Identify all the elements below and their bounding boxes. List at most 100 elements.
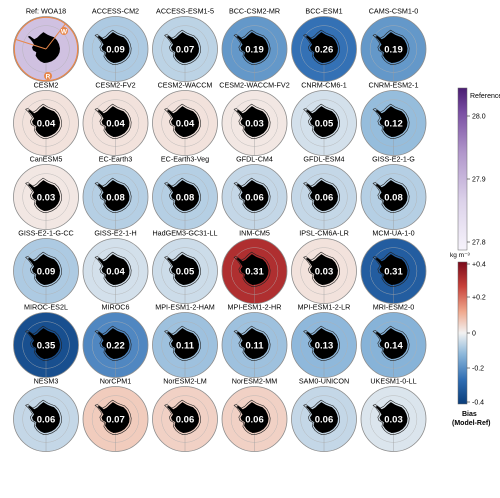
panel-title: GISS-E2-1-G-CC	[18, 229, 74, 238]
panel-title: MPI-ESM1-2-LR	[298, 303, 351, 312]
shelf-contour	[25, 103, 63, 140]
antarctica-landmass	[27, 402, 60, 433]
antarctica-landmass	[236, 32, 269, 63]
antarctica-landmass	[97, 254, 130, 285]
model-panel: ACCESS-CM2 0.09	[82, 7, 149, 82]
panel-title: BCC-ESM1	[305, 7, 342, 16]
shelf-contour	[164, 177, 202, 214]
region-marker	[60, 27, 68, 35]
model-panel: GFDL-CM4 0.06	[221, 155, 288, 230]
panel-title: CESM2	[34, 81, 59, 90]
rmse-value: 0.04	[106, 118, 125, 129]
model-panel: ACCESS-ESM1-5 0.07	[152, 7, 218, 82]
shelf-contour	[233, 399, 271, 436]
shelf-contour	[233, 29, 271, 66]
rmse-value: 0.08	[384, 192, 403, 203]
shelf-contour	[303, 325, 341, 362]
shelf-contour	[164, 325, 202, 362]
model-panel: BCC-ESM1 0.26	[291, 7, 357, 82]
shelf-contour	[372, 103, 410, 140]
region-label: R	[46, 74, 51, 81]
reference-colorbar-tick-label: 27.9	[472, 177, 486, 184]
antarctica-landmass	[236, 180, 269, 211]
antarctica-landmass	[27, 180, 60, 211]
model-panel: UKESM1-0-LL 0.03	[360, 377, 427, 452]
rmse-value: 0.03	[245, 118, 264, 129]
shelf-contour	[25, 325, 63, 362]
region-boundary	[14, 38, 47, 50]
panel-title: EC-Earth3	[99, 155, 133, 164]
antarctica-landmass	[166, 180, 199, 211]
antarctica-landmass	[166, 32, 199, 63]
rmse-value: 0.22	[106, 340, 125, 351]
rmse-value: 0.07	[106, 414, 125, 425]
panel-title: GFDL-ESM4	[303, 155, 344, 164]
rmse-value: 0.14	[384, 340, 403, 351]
panel-title: SAM0-UNICON	[299, 377, 349, 386]
model-panel: EC-Earth3 0.08	[82, 155, 149, 230]
rmse-value: 0.06	[315, 192, 334, 203]
reference-colorbar-tick-label: 28.0	[472, 114, 486, 121]
shelf-contour	[372, 251, 410, 288]
shelf-contour	[164, 103, 202, 140]
rmse-value: 0.08	[176, 192, 195, 203]
panel-title: CNRM-ESM2-1	[369, 81, 419, 90]
reference-colorbar-title: Reference	[470, 93, 500, 100]
reference-colorbar-tick-label: 27.8	[472, 240, 486, 247]
panel-title: MPI-ESM1-2-HR	[228, 303, 282, 312]
reference-colorbar	[457, 87, 468, 251]
panel-title: Ref: WOA18	[26, 7, 66, 16]
rmse-value: 0.04	[106, 266, 125, 277]
rmse-value: 0.05	[176, 266, 195, 277]
model-panel: MPI-ESM1-2-HAM 0.11	[152, 303, 218, 378]
model-panel: GISS-E2-1-G-CC 0.09	[13, 229, 79, 304]
antarctica-landmass	[236, 328, 269, 359]
model-panel: MRI-ESM2-0 0.14	[360, 303, 427, 378]
rmse-value: 0.04	[176, 118, 195, 129]
bias-colorbar-tick-label: -0.4	[472, 400, 484, 407]
region-marker	[44, 72, 52, 80]
antarctica-landmass	[236, 254, 269, 285]
panel-title: CESM2-FV2	[95, 81, 135, 90]
panel-title: MRI-ESM2-0	[373, 303, 415, 312]
antarctica-landmass	[305, 180, 338, 211]
panel-title: NorCPM1	[100, 377, 132, 386]
region-outline	[13, 16, 79, 82]
antarctica-landmass	[166, 254, 199, 285]
rmse-value: 0.19	[384, 44, 403, 55]
rmse-value: 0.08	[106, 192, 125, 203]
rmse-value: 0.03	[37, 192, 56, 203]
rmse-value: 0.03	[384, 414, 403, 425]
rmse-value: 0.09	[106, 44, 125, 55]
antarctica-landmass	[97, 180, 130, 211]
model-panel: CNRM-ESM2-1 0.12	[360, 81, 427, 156]
panel-title: HadGEM3-GC31-LL	[152, 229, 217, 238]
antarctica-landmass	[27, 106, 60, 137]
model-panel: MIROC-ES2L 0.35	[13, 303, 79, 378]
shelf-contour	[25, 251, 63, 288]
rmse-value: 0.06	[176, 414, 195, 425]
panel-title: CAMS-CSM1-0	[369, 7, 419, 16]
shelf-contour	[372, 399, 410, 436]
shelf-contour	[233, 177, 271, 214]
shelf-contour	[303, 251, 341, 288]
model-panel: CESM2-FV2 0.04	[82, 81, 149, 156]
panel-title: NorESM2-MM	[232, 377, 278, 386]
rmse-value: 0.06	[245, 192, 264, 203]
antarctica-landmass	[375, 254, 408, 285]
antarctica-landmass	[375, 402, 408, 433]
shelf-contour	[25, 399, 63, 436]
antarctica-landmass	[375, 106, 408, 137]
rmse-value: 0.11	[246, 340, 265, 351]
model-panel: NorESM2-MM 0.06	[221, 377, 288, 452]
shelf-contour	[303, 177, 341, 214]
model-panel: CESM2 0.04	[13, 81, 79, 156]
antarctica-landmass	[166, 106, 199, 137]
bias-colorbar-subtitle: (Model-Ref)	[452, 420, 491, 427]
shelf-contour	[94, 325, 132, 362]
antarctica-landmass	[97, 402, 130, 433]
panel-title: MIROC-ES2L	[24, 303, 68, 312]
antarctica-landmass	[375, 328, 408, 359]
bias-colorbar-title: Bias	[462, 411, 477, 418]
antarctica-landmass	[97, 106, 130, 137]
